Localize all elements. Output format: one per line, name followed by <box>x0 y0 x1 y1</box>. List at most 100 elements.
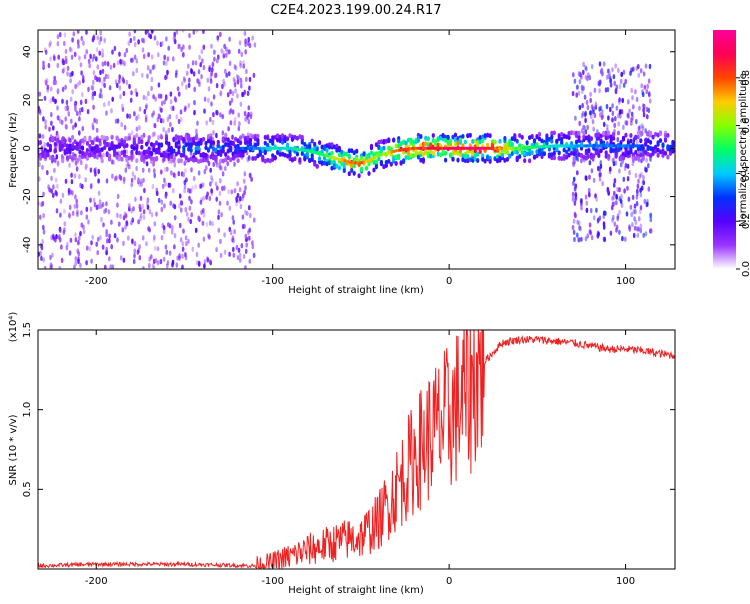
spectrogram-cell <box>117 156 122 162</box>
spectrogram-cell <box>188 77 191 83</box>
spectrogram-cell <box>167 152 171 158</box>
spectrogram-cell <box>335 143 339 149</box>
spectrogram-cell <box>607 115 610 121</box>
spectrogram-cell <box>584 194 588 200</box>
spectrogram-cell <box>661 149 665 155</box>
spectrogram-cell <box>624 132 628 138</box>
spectrogram-cell <box>199 199 203 205</box>
spectrogram-cell <box>139 178 143 184</box>
spectrogram-cell <box>141 167 145 173</box>
spectrogram-cell <box>133 35 136 42</box>
spectrogram-cell <box>85 49 88 55</box>
spectrogram-cell <box>211 146 215 152</box>
spectrogram-cell <box>133 248 137 254</box>
spectrogram-cell <box>80 107 84 113</box>
y-tick-label: -20 <box>22 188 33 204</box>
spectrogram-cell <box>97 178 100 184</box>
spectrogram-cell <box>77 240 80 246</box>
spectrogram-cell <box>128 164 132 170</box>
spectrogram-cell <box>198 81 201 87</box>
spectrogram-cell <box>394 161 398 166</box>
spectrogram-cell <box>463 139 467 145</box>
spectrogram-cell <box>550 130 554 136</box>
spectrogram-cell <box>162 225 166 231</box>
spectrogram-cell <box>110 219 113 225</box>
spectrogram-cell <box>451 151 455 156</box>
spectrogram-cell <box>141 235 145 241</box>
spectrogram-cell <box>53 55 56 62</box>
spectrogram-cell <box>234 88 237 94</box>
spectrogram-cell <box>461 153 465 159</box>
spectrogram-cell <box>605 74 609 80</box>
spectrogram-cell <box>231 140 235 146</box>
spectrogram-cell <box>523 158 527 164</box>
spectrogram-cell <box>219 145 223 151</box>
spectrogram-cell <box>221 171 225 177</box>
spectrogram-cell <box>290 137 294 142</box>
spectrogram-cell <box>58 143 62 149</box>
spectrogram-cell <box>235 244 239 251</box>
spectrogram-cell <box>342 162 346 168</box>
spectrogram-cell <box>89 53 92 60</box>
spectrogram-cell <box>394 154 398 160</box>
spectrogram-cell <box>419 149 423 155</box>
spectrogram-cell <box>416 138 420 143</box>
y-tick-label: 0 <box>22 145 33 151</box>
spectrogram-cell <box>493 139 497 145</box>
spectrogram-cell <box>74 256 78 262</box>
spectrogram-cell <box>183 183 187 190</box>
spectrogram-cell <box>248 76 252 83</box>
spectrogram-cell <box>185 70 189 76</box>
spectrogram-cell <box>192 136 196 142</box>
spectrogram-cell <box>594 193 597 199</box>
spectrogram-cell <box>68 146 72 152</box>
spectrogram-cell <box>197 260 201 266</box>
spectrogram-cell <box>212 94 216 100</box>
spectrogram-cell <box>189 218 192 225</box>
spectrogram-cell <box>115 155 119 160</box>
spectrogram-cell <box>154 258 158 264</box>
spectrogram-cell <box>182 51 185 57</box>
spectrogram-cell <box>71 210 75 216</box>
spectrogram-cell <box>153 35 157 41</box>
spectrogram-cell <box>128 31 131 37</box>
spectrogram-cell <box>263 140 267 146</box>
spectrogram-cell <box>192 140 196 146</box>
spectrogram-cell <box>216 185 219 191</box>
spectrogram-cell <box>587 187 591 194</box>
spectrogram-cell <box>602 236 606 242</box>
spectrogram-cell <box>148 227 151 233</box>
spectrogram-cell <box>384 138 388 144</box>
spectrogram-cell <box>137 39 140 45</box>
spectrogram-cell <box>616 130 621 136</box>
spectrogram-cell <box>208 195 212 202</box>
spectrogram-cell <box>588 75 592 81</box>
spectrogram-cell <box>65 124 68 130</box>
spectrogram-cell <box>621 155 626 161</box>
spectrogram-cell <box>463 158 467 164</box>
spectrogram-cell <box>110 143 114 149</box>
spectrogram-cell <box>550 138 554 144</box>
spectrogram-cell <box>330 150 334 156</box>
spectrogram-cell <box>87 86 90 92</box>
spectrogram-cell <box>644 137 648 143</box>
spectrogram-cell <box>330 165 334 171</box>
spectrogram-cell <box>633 216 636 222</box>
spectrogram-cell <box>237 247 241 253</box>
spectrogram-cell <box>577 237 581 243</box>
spectrogram-cell <box>143 187 146 194</box>
spectrogram-cell <box>53 75 56 81</box>
spectrogram-cell <box>226 161 229 167</box>
spectrogram-cell <box>45 77 49 83</box>
spectrogram-cell <box>584 112 587 118</box>
spectrogram-cell <box>172 188 175 194</box>
spectrogram-cell <box>189 147 193 153</box>
spectrogram-cell <box>613 190 616 196</box>
spectrogram-cell <box>111 49 114 55</box>
spectrogram-cell <box>120 141 124 147</box>
spectrogram-cell <box>47 63 51 69</box>
spectrogram-cell <box>157 197 161 203</box>
spectrogram-cell <box>637 64 640 70</box>
spectrogram-cell <box>157 149 161 155</box>
colorbar: 0.00.20.40.60.8 Normalized spectral ampl… <box>713 30 750 277</box>
